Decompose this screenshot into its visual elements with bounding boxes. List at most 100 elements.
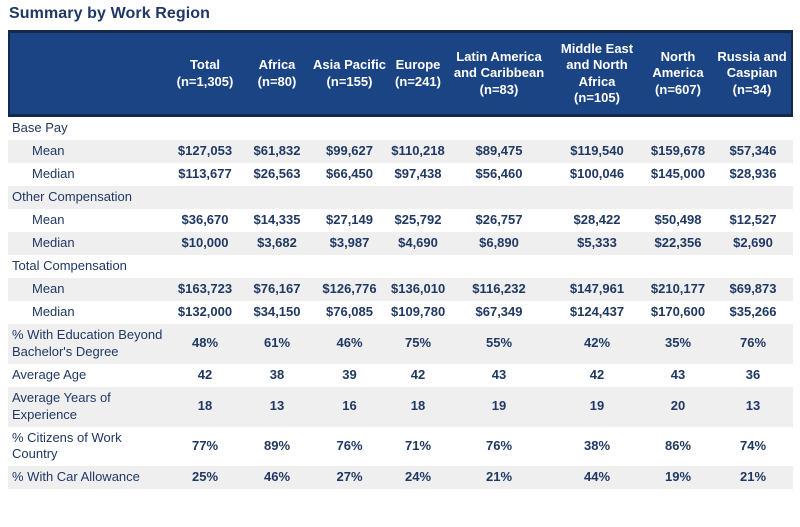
cell-value: 46%	[310, 324, 389, 364]
cell-value: 18	[389, 386, 447, 427]
cell-value: $147,961	[551, 278, 643, 301]
section-label: Other Compensation	[8, 186, 166, 209]
cell-value: $159,678	[643, 140, 713, 163]
cell-value: 18	[166, 386, 244, 427]
cell-value: $145,000	[643, 163, 713, 186]
cell-value: $26,563	[244, 163, 310, 186]
row-label: Median	[8, 232, 166, 255]
row-label: Median	[8, 301, 166, 324]
table-header: Total (n=1,305) Africa (n=80) Asia Pacific (n…	[8, 30, 793, 117]
cell-value: 38%	[551, 426, 643, 467]
cell-value: $4,690	[389, 232, 447, 255]
cell-value	[551, 186, 643, 209]
column-header-north-america: North America (n=607)	[643, 30, 713, 117]
table-body: Base Pay Mean $127,053 $61,832 $99,627 $110,2…	[8, 117, 793, 490]
column-header-asia-pacific: Asia Pacific (n=155)	[310, 30, 389, 117]
cell-value: $119,540	[551, 140, 643, 163]
cell-value: 42%	[551, 324, 643, 364]
row-label: % With Education Beyond Bachelor's Degre…	[8, 324, 166, 364]
section-row-base-pay: Base Pay	[8, 117, 793, 140]
cell-value: $116,232	[447, 278, 551, 301]
table-row-citizens-of-work-country: % Citizens of Work Country 77% 89% 76% 71% 76…	[8, 426, 793, 467]
cell-value: $163,723	[166, 278, 244, 301]
cell-value	[389, 117, 447, 140]
column-header-europe: Europe (n=241)	[389, 30, 447, 117]
cell-value	[551, 255, 643, 278]
cell-value: $61,832	[244, 140, 310, 163]
cell-value: $109,780	[389, 301, 447, 324]
cell-value: 19%	[643, 466, 713, 490]
report-page: Summary by Work Region Total (n=1,305) Afr…	[8, 5, 793, 490]
cell-value: $69,873	[713, 278, 793, 301]
cell-value: 43	[447, 363, 551, 387]
table-row-with-education-beyond-bachelor-s-degree: % With Education Beyond Bachelor's Degre…	[8, 324, 793, 364]
cell-value: $126,776	[310, 278, 389, 301]
column-sample-size: (n=80)	[257, 73, 297, 89]
column-sample-size: (n=155)	[326, 73, 373, 89]
cell-value	[244, 255, 310, 278]
cell-value: 42	[551, 363, 643, 387]
cell-value: $89,475	[447, 140, 551, 163]
column-header-russia-and-caspian: Russia and Caspian (n=34)	[713, 30, 793, 117]
cell-value: 21%	[713, 466, 793, 490]
cell-value: 86%	[643, 426, 713, 467]
cell-value: $97,438	[389, 163, 447, 186]
cell-value: $99,627	[310, 140, 389, 163]
header-corner-cell	[8, 30, 166, 117]
cell-value: 19	[447, 386, 551, 427]
cell-value	[310, 117, 389, 140]
cell-value: 43	[643, 363, 713, 387]
section-row-total-compensation: Total Compensation	[8, 255, 793, 278]
cell-value	[310, 255, 389, 278]
cell-value	[447, 186, 551, 209]
cell-value: 21%	[447, 466, 551, 490]
column-label: Asia Pacific	[313, 57, 386, 73]
cell-value: 13	[244, 386, 310, 427]
cell-value: $110,218	[389, 140, 447, 163]
cell-value: 25%	[166, 466, 244, 490]
cell-value: $28,936	[713, 163, 793, 186]
cell-value: $12,527	[713, 209, 793, 232]
cell-value	[166, 186, 244, 209]
cell-value: $124,437	[551, 301, 643, 324]
section-label: Base Pay	[8, 117, 166, 140]
column-label: Europe	[395, 57, 441, 73]
column-label: Latin America and Caribbean	[453, 49, 545, 81]
cell-value	[447, 117, 551, 140]
cell-value: 13	[713, 386, 793, 427]
cell-value: $67,349	[447, 301, 551, 324]
table-row-average-years-of-experience: Average Years of Experience 18 13 16 18 19 19 2…	[8, 386, 793, 427]
cell-value	[447, 255, 551, 278]
cell-value: $6,890	[447, 232, 551, 255]
section-label: Total Compensation	[8, 255, 166, 278]
cell-value	[310, 186, 389, 209]
column-sample-size: (n=607)	[655, 81, 701, 97]
cell-value: 46%	[244, 466, 310, 490]
cell-value	[389, 186, 447, 209]
row-label: Average Years of Experience	[8, 386, 166, 427]
section-row-other-compensation: Other Compensation	[8, 186, 793, 209]
cell-value	[643, 255, 713, 278]
cell-value: 39	[310, 363, 389, 387]
cell-value	[244, 186, 310, 209]
cell-value: $210,177	[643, 278, 713, 301]
cell-value	[389, 255, 447, 278]
cell-value: $34,150	[244, 301, 310, 324]
cell-value: $27,149	[310, 209, 389, 232]
cell-value: 16	[310, 386, 389, 427]
cell-value: 42	[389, 363, 447, 387]
cell-value	[713, 255, 793, 278]
cell-value: $36,670	[166, 209, 244, 232]
header-row: Total (n=1,305) Africa (n=80) Asia Pacific (n…	[8, 30, 793, 117]
cell-value	[643, 186, 713, 209]
cell-value: $50,498	[643, 209, 713, 232]
cell-value: $56,460	[447, 163, 551, 186]
cell-value: 76%	[310, 426, 389, 467]
cell-value	[244, 117, 310, 140]
cell-value: $100,046	[551, 163, 643, 186]
column-label: Middle East and North Africa	[560, 41, 634, 89]
row-label: % With Car Allowance	[8, 466, 166, 490]
cell-value: 71%	[389, 426, 447, 467]
page-title: Summary by Work Region	[9, 5, 211, 22]
table-row-with-car-allowance: % With Car Allowance 25% 46% 27% 24% 21% 44% 19…	[8, 466, 793, 490]
